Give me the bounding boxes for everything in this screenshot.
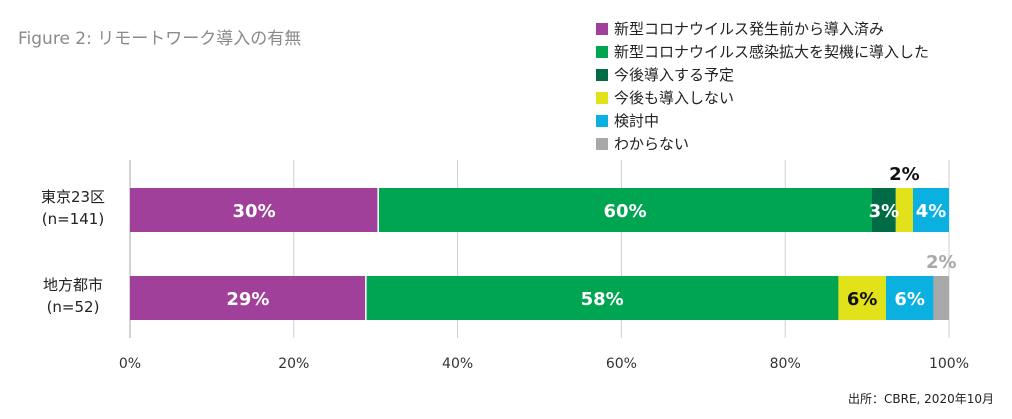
category-name: 地方都市 xyxy=(42,276,103,294)
legend-item: 今後も導入しない xyxy=(596,86,929,109)
legend-label: 今後も導入しない xyxy=(614,89,735,107)
data-label: 2% xyxy=(926,252,957,273)
data-label: 58% xyxy=(581,289,624,310)
x-tick-label: 0% xyxy=(119,356,141,372)
bar-segment xyxy=(872,188,896,232)
bar-segment xyxy=(365,276,839,320)
bar-segment xyxy=(838,276,886,320)
category-label: 地方都市 (n=52) xyxy=(18,274,128,318)
legend-item: わからない xyxy=(596,132,929,155)
bar-segment xyxy=(912,188,949,232)
data-label: 30% xyxy=(233,201,276,222)
legend-item: 検討中 xyxy=(596,109,929,132)
x-tick-label: 60% xyxy=(606,356,637,372)
data-label: 60% xyxy=(604,201,647,222)
x-tick-label: 20% xyxy=(278,356,309,372)
bar-segment xyxy=(933,276,949,320)
bar-segment xyxy=(130,276,366,320)
legend-swatch xyxy=(596,137,608,150)
legend-label: 今後導入する予定 xyxy=(614,66,735,84)
legend-label: わからない xyxy=(614,135,690,153)
legend-swatch xyxy=(596,22,608,35)
category-label: 東京23区 (n=141) xyxy=(18,186,128,230)
category-sample-size: (n=141) xyxy=(41,210,105,228)
legend-swatch xyxy=(596,45,608,58)
bar-segment xyxy=(895,188,913,232)
legend-item: 新型コロナウイルス感染拡大を契機に導入した xyxy=(596,40,929,63)
x-tick-label: 40% xyxy=(442,356,473,372)
category-sample-size: (n=52) xyxy=(46,298,100,316)
category-name: 東京23区 xyxy=(40,188,106,206)
bar-segment xyxy=(885,276,934,320)
data-label: 6% xyxy=(894,289,925,310)
bar-segment xyxy=(130,188,379,232)
data-label: 4% xyxy=(916,201,947,222)
chart-title: Figure 2: リモートワーク導入の有無 xyxy=(18,29,302,49)
x-tick-label: 100% xyxy=(929,356,969,372)
legend-label: 新型コロナウイルス発生前から導入済み xyxy=(614,20,885,38)
legend-item: 新型コロナウイルス発生前から導入済み xyxy=(596,17,929,40)
x-tick-label: 80% xyxy=(770,356,801,372)
data-label: 3% xyxy=(869,201,900,222)
legend-swatch xyxy=(596,114,608,127)
legend: 新型コロナウイルス発生前から導入済み新型コロナウイルス感染拡大を契機に導入した今… xyxy=(596,17,929,155)
data-label: 29% xyxy=(226,289,269,310)
bar-segment xyxy=(378,188,873,232)
data-label: 6% xyxy=(847,289,878,310)
legend-swatch xyxy=(596,68,608,81)
legend-swatch xyxy=(596,91,608,104)
legend-item: 今後導入する予定 xyxy=(596,63,929,86)
legend-label: 検討中 xyxy=(614,112,660,130)
data-label: 2% xyxy=(889,164,920,185)
legend-label: 新型コロナウイルス感染拡大を契機に導入した xyxy=(614,43,930,61)
source-note: 出所：CBRE, 2020年10月 xyxy=(848,392,994,406)
